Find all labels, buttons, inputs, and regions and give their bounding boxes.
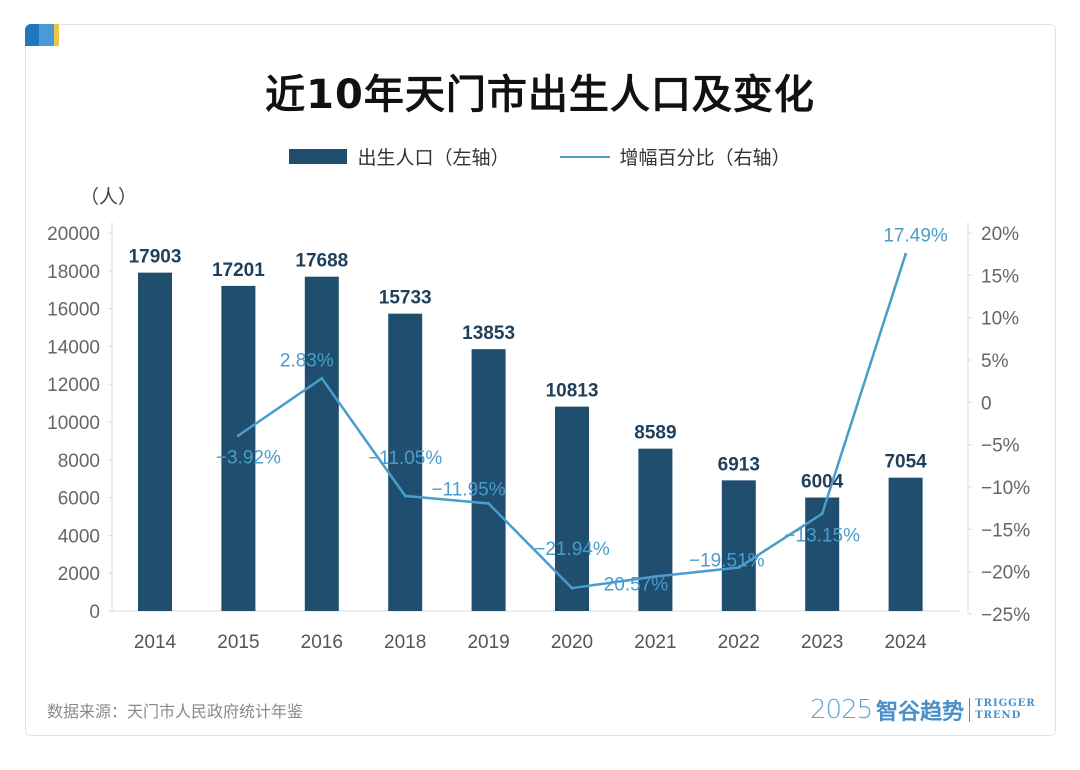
left-tick-label: 8000 [58, 451, 100, 472]
bar-2016 [304, 276, 339, 611]
right-tick-label: 0 [981, 393, 992, 414]
logo-year: 2025 [810, 695, 873, 725]
bar-2018 [388, 313, 423, 611]
x-tick-label: 2016 [301, 632, 343, 653]
x-tick-label: 2015 [217, 632, 259, 653]
left-tick-label: 4000 [58, 526, 100, 547]
right-tick-label: 5% [981, 351, 1009, 372]
growth-point-2016 [320, 376, 324, 380]
x-tick-label: 2024 [884, 632, 927, 653]
line-label: −20.57% [593, 574, 669, 595]
bar-label: 10813 [546, 381, 599, 402]
legend-swatch-bar [289, 149, 348, 164]
right-tick-label: 10% [981, 309, 1019, 330]
right-tick-label: −15% [981, 520, 1030, 541]
right-tick-label: 15% [981, 266, 1019, 287]
chart-card [25, 24, 1056, 736]
logo-en: TRIGGER TREND [975, 698, 1036, 721]
chart-title: 近10年天门市出生人口及变化 [265, 72, 815, 118]
line-label: −13.15% [784, 526, 860, 547]
bar-label: 6004 [801, 472, 844, 493]
bar-2021 [638, 448, 673, 611]
bar-label: 17688 [295, 251, 348, 272]
brand-logo: 2025 智谷趋势 TRIGGER TREND [810, 694, 1036, 726]
legend-label-line: 增幅百分比（右轴） [619, 147, 791, 169]
growth-point-2024 [904, 252, 908, 256]
x-tick-label: 2019 [467, 632, 509, 653]
growth-point-2015 [236, 434, 240, 438]
legend-item-line: 增幅百分比（右轴） [559, 143, 791, 170]
line-label: 2.83% [280, 350, 334, 371]
left-tick-label: 14000 [47, 337, 100, 358]
bar-label: 13853 [462, 323, 515, 344]
legend-item-bar: 出生人口（左轴） [289, 143, 510, 170]
bar-2022 [721, 480, 756, 611]
bar-2020 [555, 406, 589, 611]
bar-2024 [888, 477, 923, 611]
right-tick-label: −10% [981, 478, 1030, 499]
x-tick-label: 2014 [134, 632, 177, 653]
bar-label: 8589 [634, 423, 676, 444]
right-tick-label: −20% [981, 563, 1030, 584]
right-tick-label: −5% [981, 436, 1020, 457]
growth-point-2023 [820, 512, 824, 516]
bar-label: 17903 [129, 247, 182, 268]
bar-label: 6913 [718, 454, 760, 475]
growth-point-2022 [737, 566, 741, 570]
left-tick-label: 18000 [47, 262, 100, 283]
bar-2014 [138, 272, 172, 611]
legend: 出生人口（左轴） 增幅百分比（右轴） [0, 143, 1080, 170]
legend-label-bar: 出生人口（左轴） [357, 147, 510, 169]
left-tick-label: 6000 [58, 489, 100, 510]
line-label: −19.51% [689, 551, 765, 572]
left-tick-label: 12000 [47, 375, 100, 396]
legend-swatch-line [559, 155, 610, 158]
bar-label: 7054 [884, 452, 927, 473]
bar-label: 17201 [212, 260, 265, 281]
line-label: −3.92% [216, 448, 281, 469]
growth-point-2021 [653, 574, 657, 578]
growth-point-2018 [403, 494, 407, 498]
line-label: 17.49% [883, 225, 948, 246]
x-tick-label: 2018 [384, 632, 426, 653]
x-tick-label: 2020 [551, 632, 593, 653]
left-axis-unit: （人） [80, 186, 138, 208]
growth-point-2019 [487, 502, 491, 506]
x-tick-label: 2023 [801, 632, 843, 653]
source-note: 数据来源：天门市人民政府统计年鉴 [47, 702, 304, 721]
line-label: −11.05% [368, 448, 442, 469]
x-tick-label: 2022 [718, 632, 760, 653]
line-label: −11.95% [432, 480, 506, 501]
logo-cn: 智谷趋势 [876, 700, 965, 725]
left-tick-label: 0 [89, 602, 100, 623]
growth-point-2020 [570, 586, 574, 590]
left-tick-label: 20000 [47, 224, 100, 245]
line-label: −21.94% [534, 539, 610, 560]
bar-label: 15733 [379, 288, 432, 309]
left-tick-label: 10000 [47, 413, 100, 434]
left-tick-label: 2000 [58, 564, 100, 585]
x-tick-label: 2021 [634, 632, 676, 653]
bar-2023 [805, 497, 840, 611]
right-tick-label: 20% [981, 224, 1019, 245]
bar-2019 [471, 349, 506, 611]
corner-accent [25, 24, 59, 46]
right-tick-label: −25% [981, 605, 1030, 626]
left-tick-label: 16000 [47, 300, 100, 321]
bar-2015 [221, 285, 256, 611]
